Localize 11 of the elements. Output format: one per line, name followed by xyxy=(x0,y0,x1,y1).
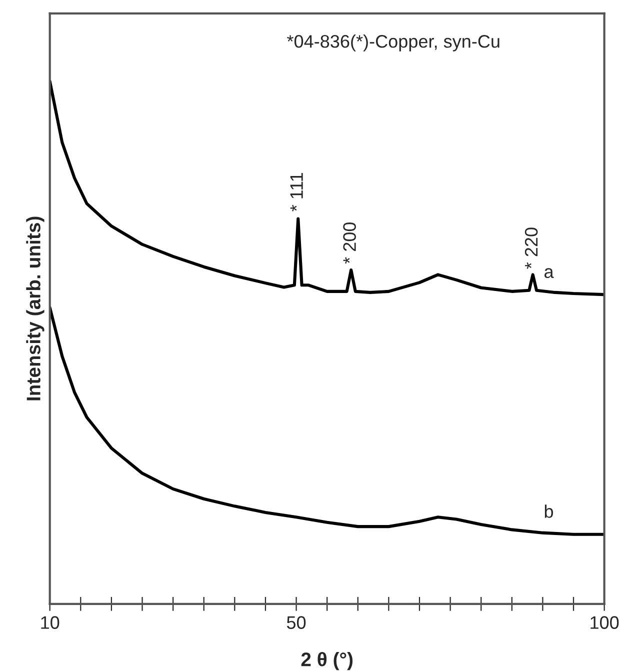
y-axis-title: Intensity (arb. units) xyxy=(26,216,44,400)
x-tick-label: 50 xyxy=(286,616,306,629)
series-label: a xyxy=(544,268,554,278)
x-tick-label: 100 xyxy=(590,616,619,629)
x-tick-label: 10 xyxy=(41,616,60,629)
series-label: b xyxy=(544,504,554,518)
text: *04-836(*)-Copper, syn-Cu xyxy=(287,34,500,52)
x-axis-title: 2 θ (°) xyxy=(301,652,353,670)
annotation: * 220 xyxy=(524,228,538,269)
annotation: * 200 xyxy=(343,222,356,264)
annotation: * 111 xyxy=(290,173,303,212)
